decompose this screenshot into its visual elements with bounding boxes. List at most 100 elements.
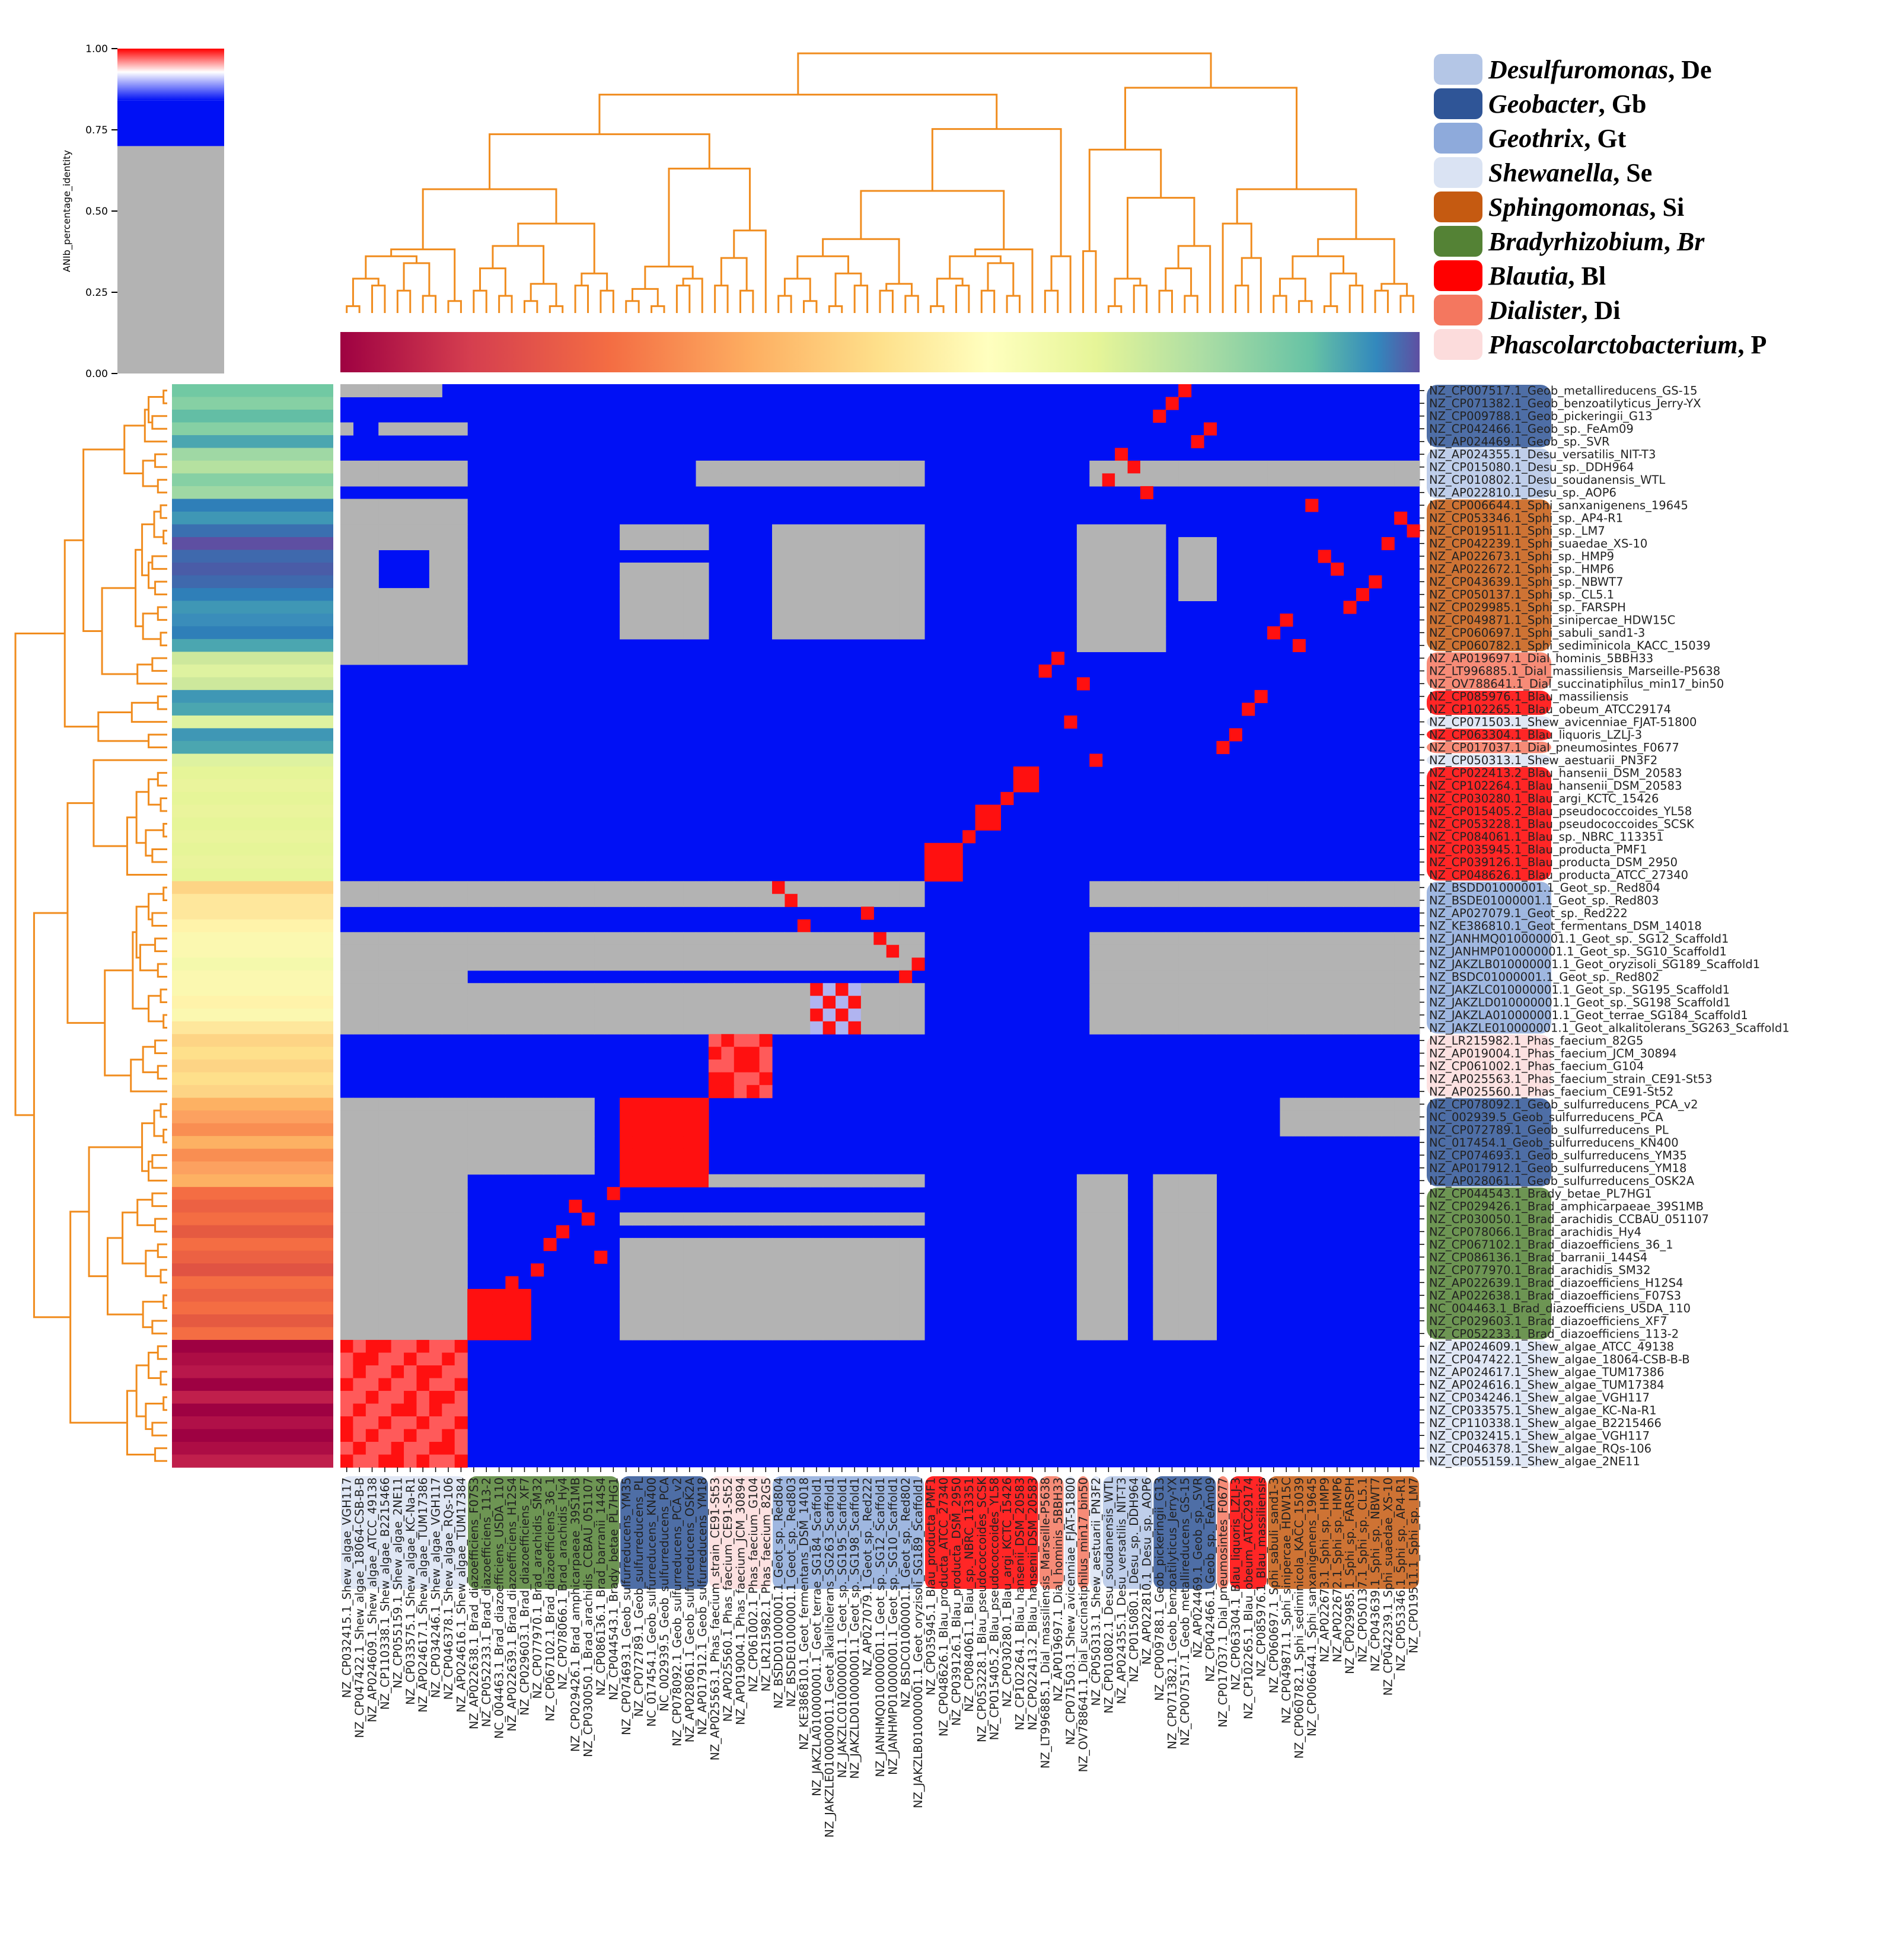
heatmap-cell — [391, 957, 404, 971]
heatmap-cell — [340, 562, 354, 576]
heatmap-cell — [658, 1021, 671, 1035]
dendrogram-branch — [517, 222, 595, 274]
dendrogram-branch — [1006, 295, 1021, 313]
heatmap-cell — [1394, 970, 1408, 984]
heatmap-cell — [404, 1301, 417, 1315]
heatmap-cell — [658, 1148, 671, 1162]
heatmap-cell — [607, 1187, 620, 1201]
heatmap-cell — [518, 1161, 531, 1175]
heatmap-cell — [391, 1021, 404, 1035]
heatmap-cell — [1292, 1008, 1306, 1022]
row-side-color — [172, 409, 333, 423]
legend-swatch — [1434, 226, 1482, 257]
heatmap-cell — [1343, 970, 1357, 984]
heatmap-cell — [696, 460, 709, 474]
heatmap-cell — [645, 1263, 658, 1277]
heatmap-cell — [1280, 881, 1293, 895]
heatmap-cell — [404, 893, 417, 907]
column-label: NZ_CP015405.2_Blau_pseudococcoides_YL58 — [988, 1477, 1002, 1740]
heatmap-cell — [670, 944, 684, 958]
heatmap-cell — [1191, 893, 1204, 907]
row-label: NZ_CP033575.1_Shew_algae_KC-Na-R1 — [1429, 1403, 1657, 1417]
legend-item: Geothrix, Gt — [1434, 121, 1885, 155]
heatmap-cell — [721, 1289, 735, 1303]
heatmap-cell — [696, 1148, 709, 1162]
heatmap-cell — [1076, 1238, 1090, 1252]
heatmap-cell — [708, 995, 722, 1009]
heatmap-cell — [404, 1212, 417, 1226]
heatmap-cell — [442, 613, 455, 627]
heatmap-cell — [404, 1340, 417, 1354]
heatmap-cell — [620, 1314, 633, 1328]
heatmap-cell — [454, 1148, 468, 1162]
heatmap-cell — [645, 1174, 658, 1188]
row-label: NZ_CP032415.1_Shew_algae_VGH117 — [1429, 1429, 1650, 1442]
heatmap-cell — [1115, 626, 1128, 640]
heatmap-cell — [899, 1250, 913, 1264]
heatmap-cell — [607, 1021, 620, 1035]
dendrogram-branch — [145, 1250, 161, 1278]
heatmap-cell — [848, 881, 862, 895]
heatmap-cell — [632, 1212, 646, 1226]
heatmap-cell — [1115, 983, 1128, 997]
heatmap-cell — [1204, 1289, 1217, 1303]
heatmap-cell — [378, 1123, 392, 1137]
heatmap-cell — [785, 1008, 798, 1022]
heatmap-cell — [860, 524, 874, 538]
heatmap-cell — [505, 1276, 519, 1289]
heatmap-cell — [734, 1021, 747, 1035]
heatmap-cell — [1102, 613, 1115, 627]
row-group-shewanella — [1427, 754, 1551, 766]
heatmap-cell — [404, 460, 417, 474]
heatmap-cell — [822, 1327, 836, 1340]
heatmap-cell — [772, 983, 786, 997]
heatmap-cell — [848, 1212, 862, 1226]
heatmap-cell — [886, 957, 900, 971]
heatmap-cell — [404, 1442, 417, 1455]
heatmap-cell — [620, 1327, 633, 1340]
heatmap-cell — [747, 881, 760, 895]
legend-abbr: P — [1750, 330, 1767, 359]
heatmap-cell — [632, 881, 646, 895]
heatmap-cell — [404, 1148, 417, 1162]
heatmap-cell — [353, 1161, 366, 1175]
heatmap-cell — [1076, 524, 1090, 538]
heatmap-cell — [848, 562, 862, 576]
column-label: NZ_AP024609.1_Shew_algae_ATCC_49138 — [366, 1477, 380, 1722]
heatmap-cell — [391, 639, 404, 652]
heatmap-cell — [340, 422, 354, 436]
heatmap-cell — [391, 1454, 404, 1468]
column-label: NZ_CP049871.1_Sphi_sinipercae_HDW15C — [1280, 1477, 1293, 1723]
heatmap-cell — [1267, 893, 1281, 907]
row-side-color — [172, 1008, 333, 1022]
heatmap-cell — [404, 524, 417, 538]
heatmap-cell — [1204, 1212, 1217, 1226]
heatmap-cell — [1115, 460, 1128, 474]
heatmap-cell — [429, 1021, 442, 1035]
heatmap-cell — [670, 1097, 684, 1111]
heatmap-cell — [404, 1352, 417, 1366]
row-label: NZ_AP027079.1_Geot_sp._Red222 — [1429, 906, 1628, 920]
heatmap-cell — [340, 970, 354, 984]
heatmap-cell — [1191, 1327, 1204, 1340]
heatmap-cell — [1356, 893, 1369, 907]
heatmap-cell — [822, 562, 836, 576]
heatmap-cell — [404, 1250, 417, 1264]
heatmap-cell — [429, 1365, 442, 1379]
legend-abbr: De — [1681, 55, 1712, 84]
heatmap-cell — [594, 944, 608, 958]
heatmap-cell — [1165, 1263, 1179, 1277]
heatmap-cell — [734, 983, 747, 997]
row-side-color — [172, 473, 333, 487]
heatmap-cell — [340, 1212, 354, 1226]
heatmap-cell — [772, 881, 786, 895]
row-label: NZ_AP017912.1_Geob_sulfurreducens_YM18 — [1429, 1161, 1686, 1175]
heatmap-cell — [772, 957, 786, 971]
heatmap-cell — [505, 1008, 519, 1022]
heatmap-cell — [340, 1403, 354, 1417]
heatmap-cell — [1165, 1276, 1179, 1289]
legend-genus: Sphingomonas — [1488, 192, 1650, 222]
heatmap-cell — [340, 1148, 354, 1162]
heatmap-cell — [1115, 881, 1128, 895]
heatmap-cell — [734, 1276, 747, 1289]
